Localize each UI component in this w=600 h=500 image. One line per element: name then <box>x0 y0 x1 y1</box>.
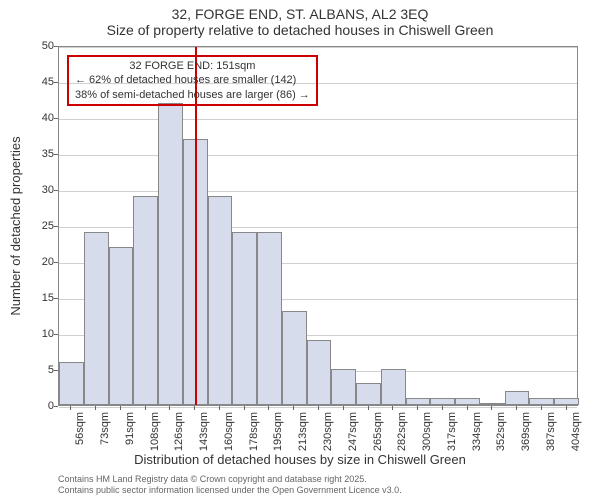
x-tick-mark <box>343 406 344 410</box>
grid-line <box>59 119 577 120</box>
x-tick-label: 91sqm <box>124 412 136 456</box>
x-tick-label: 247sqm <box>347 412 359 456</box>
histogram-bar <box>406 398 431 405</box>
y-tick-mark <box>54 46 58 47</box>
y-tick-mark <box>54 262 58 263</box>
x-tick-label: 387sqm <box>545 412 557 456</box>
footer: Contains HM Land Registry data © Crown c… <box>58 474 402 496</box>
x-tick-label: 73sqm <box>99 412 111 456</box>
x-tick-mark <box>516 406 517 410</box>
x-tick-mark <box>268 406 269 410</box>
x-tick-mark <box>244 406 245 410</box>
x-tick-label: 300sqm <box>421 412 433 456</box>
histogram-bar <box>480 403 505 405</box>
x-tick-mark <box>318 406 319 410</box>
histogram-bar <box>84 232 109 405</box>
y-tick-mark <box>54 334 58 335</box>
x-tick-mark <box>169 406 170 410</box>
histogram-bar <box>529 398 554 405</box>
x-tick-label: 178sqm <box>248 412 260 456</box>
y-tick-label: 45 <box>14 76 54 88</box>
x-tick-label: 282sqm <box>396 412 408 456</box>
x-tick-mark <box>145 406 146 410</box>
annotation-box: 32 FORGE END: 151sqm← 62% of detached ho… <box>67 55 318 106</box>
grid-line <box>59 47 577 48</box>
y-tick-mark <box>54 406 58 407</box>
x-tick-mark <box>219 406 220 410</box>
y-tick-label: 15 <box>14 292 54 304</box>
x-tick-mark <box>368 406 369 410</box>
x-tick-mark <box>442 406 443 410</box>
annotation-line3: 38% of semi-detached houses are larger (… <box>75 88 310 102</box>
y-tick-label: 10 <box>14 328 54 340</box>
plot-area: 32 FORGE END: 151sqm← 62% of detached ho… <box>58 46 578 406</box>
x-tick-mark <box>541 406 542 410</box>
x-tick-label: 317sqm <box>446 412 458 456</box>
annotation-line2: ← 62% of detached houses are smaller (14… <box>75 73 310 87</box>
histogram-bar <box>59 362 84 405</box>
x-tick-mark <box>417 406 418 410</box>
footer-line1: Contains HM Land Registry data © Crown c… <box>58 474 402 485</box>
y-tick-label: 0 <box>14 400 54 412</box>
y-tick-mark <box>54 190 58 191</box>
histogram-bar <box>133 196 158 405</box>
x-tick-label: 369sqm <box>520 412 532 456</box>
footer-line2: Contains public sector information licen… <box>58 485 402 496</box>
y-tick-mark <box>54 154 58 155</box>
histogram-bar <box>455 398 480 405</box>
y-tick-mark <box>54 370 58 371</box>
y-tick-label: 50 <box>14 40 54 52</box>
grid-line <box>59 191 577 192</box>
title-line2: Size of property relative to detached ho… <box>0 22 600 38</box>
x-tick-mark <box>70 406 71 410</box>
x-tick-mark <box>467 406 468 410</box>
y-tick-mark <box>54 118 58 119</box>
x-tick-label: 334sqm <box>471 412 483 456</box>
y-tick-label: 5 <box>14 364 54 376</box>
histogram-bar <box>307 340 332 405</box>
x-tick-label: 265sqm <box>372 412 384 456</box>
x-tick-label: 160sqm <box>223 412 235 456</box>
grid-line <box>59 155 577 156</box>
histogram-bar <box>257 232 282 405</box>
x-tick-label: 352sqm <box>495 412 507 456</box>
y-tick-mark <box>54 82 58 83</box>
histogram-bar <box>109 247 134 405</box>
histogram-bar <box>282 311 307 405</box>
y-tick-label: 25 <box>14 220 54 232</box>
y-tick-label: 35 <box>14 148 54 160</box>
histogram-bar <box>331 369 356 405</box>
histogram-bar <box>208 196 233 405</box>
x-tick-label: 108sqm <box>149 412 161 456</box>
y-tick-mark <box>54 298 58 299</box>
histogram-bar <box>554 398 579 405</box>
x-tick-mark <box>95 406 96 410</box>
annotation-line1: 32 FORGE END: 151sqm <box>75 59 310 73</box>
x-tick-label: 404sqm <box>570 412 582 456</box>
y-tick-mark <box>54 226 58 227</box>
title-line1: 32, FORGE END, ST. ALBANS, AL2 3EQ <box>0 6 600 22</box>
x-tick-label: 213sqm <box>297 412 309 456</box>
x-tick-mark <box>566 406 567 410</box>
x-tick-label: 230sqm <box>322 412 334 456</box>
y-tick-label: 40 <box>14 112 54 124</box>
histogram-bar <box>356 383 381 405</box>
y-tick-label: 20 <box>14 256 54 268</box>
x-tick-label: 56sqm <box>74 412 86 456</box>
histogram-bar <box>232 232 257 405</box>
chart-title: 32, FORGE END, ST. ALBANS, AL2 3EQ Size … <box>0 0 600 38</box>
histogram-bar <box>430 398 455 405</box>
y-tick-label: 30 <box>14 184 54 196</box>
x-tick-label: 126sqm <box>173 412 185 456</box>
x-tick-mark <box>194 406 195 410</box>
x-tick-mark <box>293 406 294 410</box>
x-tick-label: 143sqm <box>198 412 210 456</box>
x-tick-label: 195sqm <box>272 412 284 456</box>
x-tick-mark <box>120 406 121 410</box>
histogram-bar <box>505 391 530 405</box>
x-tick-mark <box>491 406 492 410</box>
histogram-bar <box>158 103 183 405</box>
x-tick-mark <box>392 406 393 410</box>
histogram-bar <box>381 369 406 405</box>
